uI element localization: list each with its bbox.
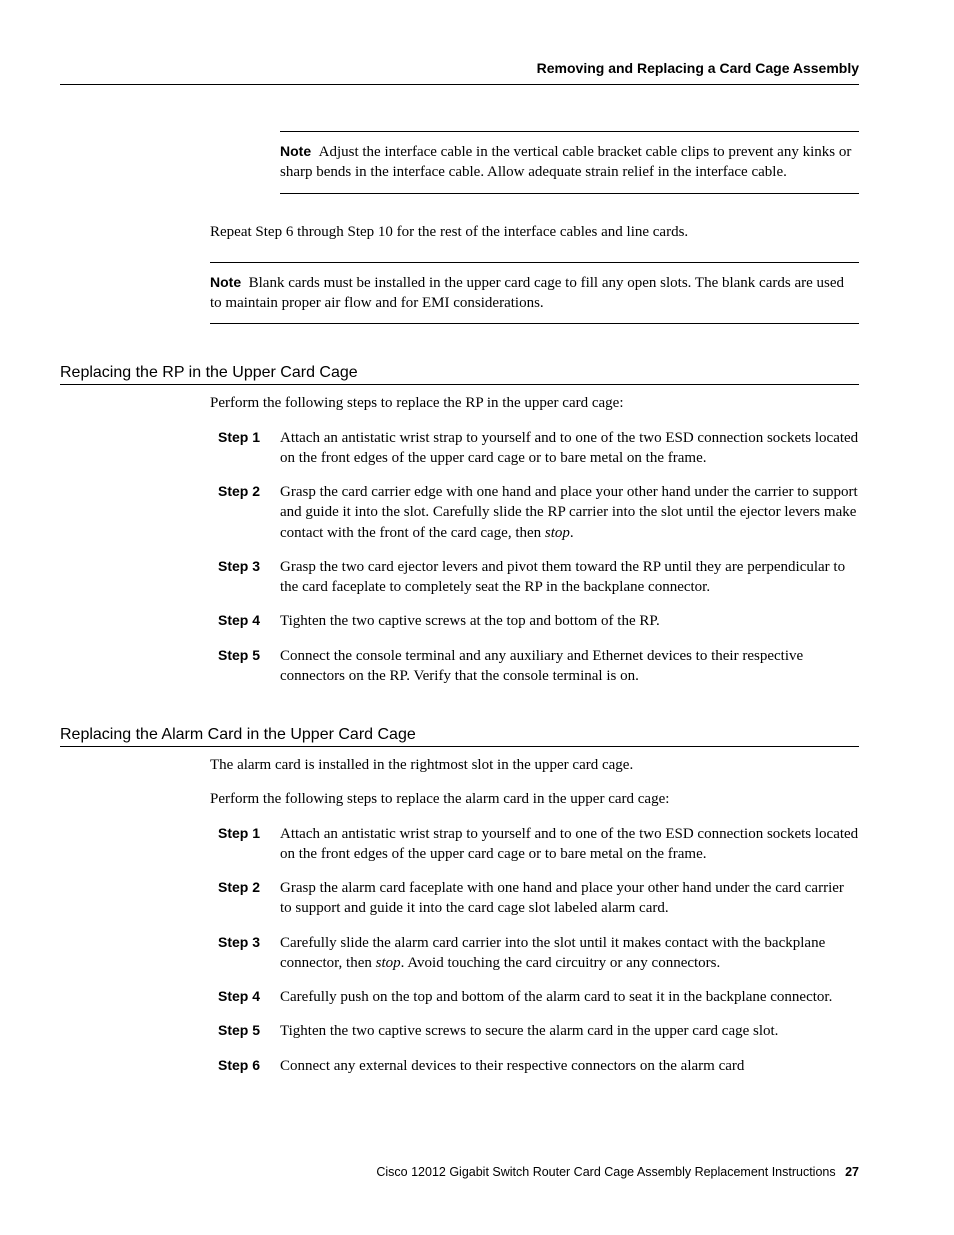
step-label: Step 4 (218, 611, 280, 631)
steps-rp: Step 1 Attach an antistatic wrist strap … (218, 428, 859, 687)
step-text: Grasp the alarm card faceplate with one … (280, 878, 859, 919)
note-label: Note (210, 274, 241, 290)
step-row: Step 3 Carefully slide the alarm card ca… (218, 933, 859, 974)
step-row: Step 2 Grasp the card carrier edge with … (218, 482, 859, 543)
step-text: Connect the console terminal and any aux… (280, 646, 859, 687)
note-block-1: Note Adjust the interface cable in the v… (280, 131, 859, 194)
step-row: Step 5 Tighten the two captive screws to… (218, 1021, 859, 1041)
step-text: Grasp the card carrier edge with one han… (280, 482, 859, 543)
section-intro-1: The alarm card is installed in the right… (210, 755, 859, 775)
section-intro: Perform the following steps to replace t… (210, 393, 859, 413)
section-intro-2: Perform the following steps to replace t… (210, 789, 859, 809)
step-text: Tighten the two captive screws to secure… (280, 1021, 859, 1041)
step-text-post: . Avoid touching the card circuitry or a… (401, 955, 721, 971)
step-text: Carefully push on the top and bottom of … (280, 987, 859, 1007)
step-text: Tighten the two captive screws at the to… (280, 611, 859, 631)
step-row: Step 4 Carefully push on the top and bot… (218, 987, 859, 1007)
page-number: 27 (845, 1165, 859, 1179)
note-text: Blank cards must be installed in the upp… (210, 275, 844, 311)
step-label: Step 1 (218, 428, 280, 469)
section-heading-rp: Replacing the RP in the Upper Card Cage (60, 364, 859, 385)
step-label: Step 6 (218, 1056, 280, 1076)
step-text-post: . (570, 525, 574, 541)
note-text: Adjust the interface cable in the vertic… (280, 144, 851, 180)
step-row: Step 1 Attach an antistatic wrist strap … (218, 824, 859, 865)
page-footer: Cisco 12012 Gigabit Switch Router Card C… (376, 1165, 859, 1179)
step-text: Carefully slide the alarm card carrier i… (280, 933, 859, 974)
step-text: Attach an antistatic wrist strap to your… (280, 824, 859, 865)
step-row: Step 6 Connect any external devices to t… (218, 1056, 859, 1076)
step-text: Grasp the two card ejector levers and pi… (280, 557, 859, 598)
header-title: Removing and Replacing a Card Cage Assem… (537, 60, 859, 76)
footer-text: Cisco 12012 Gigabit Switch Router Card C… (376, 1165, 835, 1179)
step-label: Step 2 (218, 878, 280, 919)
step-row: Step 1 Attach an antistatic wrist strap … (218, 428, 859, 469)
steps-alarm: Step 1 Attach an antistatic wrist strap … (218, 824, 859, 1076)
step-label: Step 3 (218, 933, 280, 974)
note-label: Note (280, 143, 311, 159)
step-label: Step 4 (218, 987, 280, 1007)
page-container: Removing and Replacing a Card Cage Assem… (0, 0, 954, 1150)
step-text-italic: stop (376, 955, 401, 971)
step-label: Step 2 (218, 482, 280, 543)
step-label: Step 1 (218, 824, 280, 865)
step-label: Step 5 (218, 646, 280, 687)
step-text-italic: stop (545, 525, 570, 541)
step-row: Step 4 Tighten the two captive screws at… (218, 611, 859, 631)
step-row: Step 3 Grasp the two card ejector levers… (218, 557, 859, 598)
step-row: Step 2 Grasp the alarm card faceplate wi… (218, 878, 859, 919)
step-label: Step 3 (218, 557, 280, 598)
page-header: Removing and Replacing a Card Cage Assem… (60, 60, 859, 85)
repeat-text: Repeat Step 6 through Step 10 for the re… (210, 222, 859, 242)
step-row: Step 5 Connect the console terminal and … (218, 646, 859, 687)
step-text: Connect any external devices to their re… (280, 1056, 859, 1076)
step-label: Step 5 (218, 1021, 280, 1041)
note-block-2: Note Blank cards must be installed in th… (210, 262, 859, 325)
section-heading-alarm: Replacing the Alarm Card in the Upper Ca… (60, 726, 859, 747)
step-text: Attach an antistatic wrist strap to your… (280, 428, 859, 469)
